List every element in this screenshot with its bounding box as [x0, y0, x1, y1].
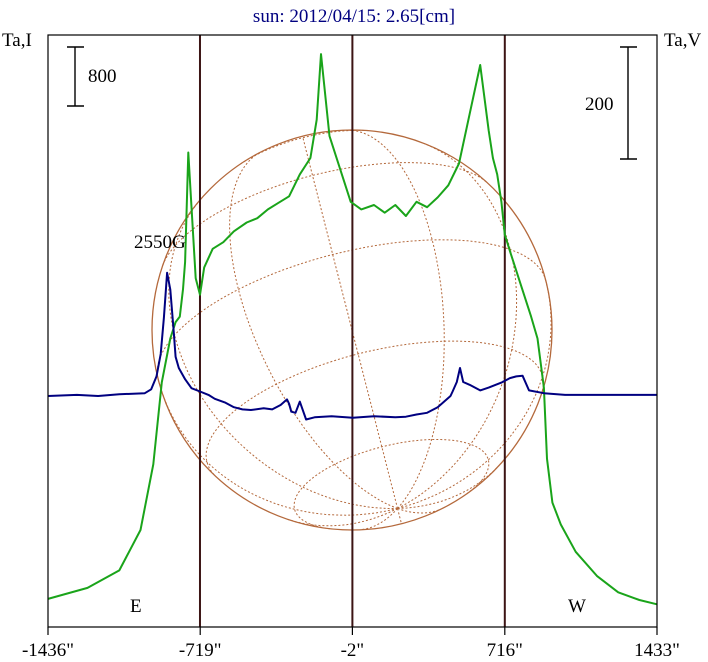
longitude-line [287, 508, 398, 527]
x-tick-label: 716" [487, 640, 523, 661]
longitude-line [397, 508, 402, 524]
x-tick-label: -1436" [22, 640, 74, 661]
field-annotation: 2550G [134, 232, 186, 253]
x-tick-label: -2" [341, 640, 365, 661]
x-tick-label: 1433" [634, 640, 680, 661]
east-label: E [130, 596, 142, 617]
longitude-line [157, 379, 398, 516]
latitude-line [293, 439, 490, 530]
longitude-line [347, 129, 445, 509]
west-label: W [568, 596, 586, 617]
latitude-line [205, 340, 544, 476]
longitude-line [397, 142, 518, 509]
scale-bar-left-label: 800 [88, 66, 117, 87]
scale-bar-left [67, 46, 84, 107]
longitude-line [168, 200, 398, 509]
series-group [47, 53, 658, 606]
x-tick-label: -719" [179, 640, 222, 661]
longitude-line [302, 136, 399, 509]
longitude-line [360, 508, 398, 531]
right-axis-label: Ta,V [664, 30, 701, 51]
longitude-line [397, 280, 552, 509]
scale-bar-right [620, 46, 637, 160]
left-axis-label: Ta,I [2, 30, 32, 51]
scale-bar-right-label: 200 [585, 94, 614, 115]
longitude-line [397, 508, 440, 514]
series-polarization-line [47, 271, 657, 421]
x-axis-ticks: -1436" -719" -2" 716" 1433" [22, 627, 680, 661]
vertical-markers [198, 35, 506, 627]
longitude-line [229, 152, 398, 509]
longitude-line [397, 465, 500, 509]
series-intensity-line [47, 53, 658, 606]
chart-title: sun: 2012/04/15: 2.65[cm] [253, 6, 455, 27]
